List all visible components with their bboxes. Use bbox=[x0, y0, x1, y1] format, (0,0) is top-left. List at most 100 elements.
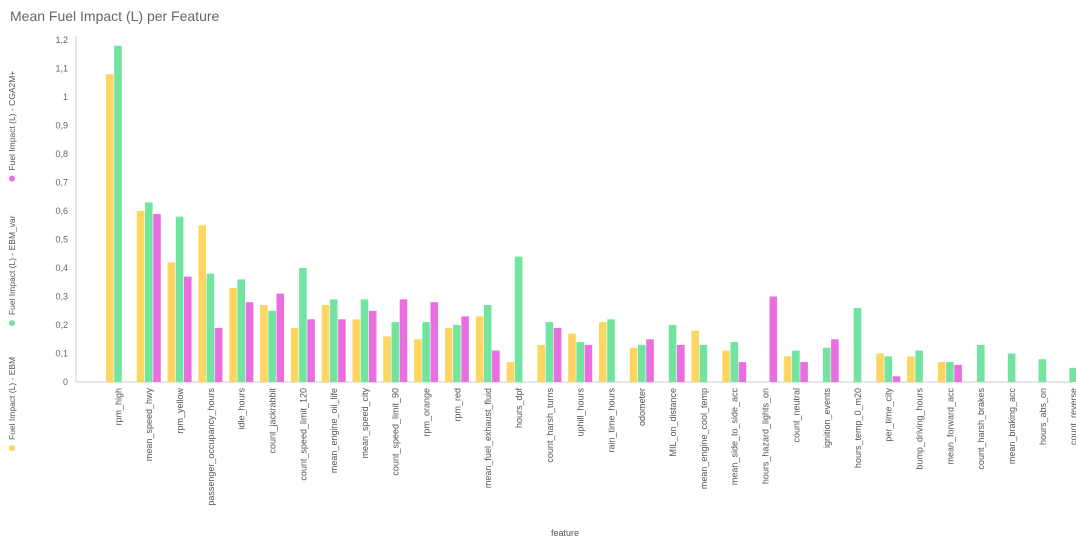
x-tick-label: hours_temp_0_m20 bbox=[853, 388, 863, 468]
bar-ebm-var[interactable] bbox=[268, 310, 276, 383]
bar-ebm-var[interactable] bbox=[638, 344, 646, 382]
bar-ebm[interactable] bbox=[321, 305, 330, 382]
bar-cga2m-[interactable] bbox=[800, 362, 808, 382]
bar-cga2m-[interactable] bbox=[399, 299, 408, 382]
bar-ebm-var[interactable] bbox=[946, 362, 954, 382]
bar-cga2m-[interactable] bbox=[892, 376, 901, 382]
bar-cga2m-[interactable] bbox=[584, 344, 593, 382]
bar-ebm-var[interactable] bbox=[545, 322, 554, 382]
bar-ebm-var[interactable] bbox=[483, 305, 492, 382]
x-tick-label: mean_forward_acc bbox=[945, 388, 955, 465]
bar-ebm[interactable] bbox=[198, 225, 206, 383]
bar-cga2m-[interactable] bbox=[153, 213, 161, 382]
legend-item[interactable]: Fuel Impact (L) - EBM_var bbox=[7, 215, 17, 327]
bar-ebm-var[interactable] bbox=[730, 342, 739, 382]
bar-ebm[interactable] bbox=[444, 327, 453, 382]
bar-ebm-var[interactable] bbox=[977, 344, 985, 382]
bar-ebm-var[interactable] bbox=[792, 350, 800, 382]
bar-ebm-var[interactable] bbox=[1007, 353, 1016, 383]
y-tick-label: 0,1 bbox=[55, 349, 68, 359]
bar-ebm-var[interactable] bbox=[822, 347, 831, 382]
bar-ebm[interactable] bbox=[290, 327, 299, 382]
bar-ebm-var[interactable] bbox=[237, 279, 245, 382]
x-tick-label: mean_braking_acc bbox=[1007, 388, 1017, 465]
bar-ebm-var[interactable] bbox=[391, 322, 400, 382]
bar-cga2m-[interactable] bbox=[461, 316, 469, 382]
x-tick-label: count_neutral bbox=[791, 388, 801, 443]
bar-cga2m-[interactable] bbox=[954, 364, 962, 382]
legend-label: Fuel Impact (L) - EBM_var bbox=[7, 215, 17, 315]
legend-item[interactable]: Fuel Impact (L) - CGA2M+ bbox=[7, 71, 17, 182]
x-tick-label: mean_speed_hwy bbox=[144, 388, 154, 462]
y-tick-label: 0,5 bbox=[55, 235, 68, 245]
chart-title: Mean Fuel Impact (L) per Feature bbox=[10, 8, 220, 24]
bar-ebm[interactable] bbox=[691, 330, 699, 382]
bar-cga2m-[interactable] bbox=[368, 310, 377, 383]
x-tick-label: mean_speed_city bbox=[360, 388, 370, 459]
bar-ebm-var[interactable] bbox=[884, 356, 893, 382]
x-tick-label: rpm_orange bbox=[422, 388, 432, 437]
bar-ebm[interactable] bbox=[383, 336, 391, 382]
bar-cga2m-[interactable] bbox=[492, 350, 500, 382]
bar-cga2m-[interactable] bbox=[338, 319, 346, 382]
legend-swatch bbox=[9, 320, 15, 327]
bar-ebm-var[interactable] bbox=[668, 325, 677, 382]
bar-ebm[interactable] bbox=[475, 316, 484, 382]
bar-ebm[interactable] bbox=[937, 362, 946, 382]
bar-ebm[interactable] bbox=[722, 350, 730, 382]
bar-ebm[interactable] bbox=[537, 344, 545, 382]
bar-ebm[interactable] bbox=[907, 356, 915, 382]
bar-ebm-var[interactable] bbox=[699, 344, 708, 382]
y-tick-label: 0,8 bbox=[55, 149, 68, 159]
bar-ebm-var[interactable] bbox=[576, 342, 584, 382]
bar-ebm-var[interactable] bbox=[175, 216, 184, 382]
bar-cga2m-[interactable] bbox=[214, 327, 223, 382]
bar-cga2m-[interactable] bbox=[430, 302, 439, 382]
bar-ebm[interactable] bbox=[506, 362, 515, 382]
bar-ebm-var[interactable] bbox=[299, 268, 307, 382]
bar-cga2m-[interactable] bbox=[738, 362, 747, 382]
bar-ebm-var[interactable] bbox=[329, 299, 338, 382]
x-tick-label: count_harsh_brakes bbox=[976, 388, 986, 470]
legend-item[interactable]: Fuel Impact (L) - EBM bbox=[7, 357, 17, 451]
bar-ebm-var[interactable] bbox=[114, 45, 122, 382]
bar-ebm[interactable] bbox=[260, 305, 268, 382]
bar-ebm[interactable] bbox=[229, 287, 237, 382]
bar-ebm[interactable] bbox=[136, 211, 145, 382]
bar-cga2m-[interactable] bbox=[646, 339, 654, 383]
bar-cga2m-[interactable] bbox=[245, 302, 254, 382]
bar-cga2m-[interactable] bbox=[831, 339, 839, 383]
bar-ebm[interactable] bbox=[414, 339, 422, 383]
bar-ebm[interactable] bbox=[106, 74, 114, 382]
bar-ebm-var[interactable] bbox=[607, 319, 615, 382]
legend-label: Fuel Impact (L) - CGA2M+ bbox=[7, 71, 17, 171]
x-tick-label: per_time_city bbox=[884, 388, 894, 442]
bar-ebm-var[interactable] bbox=[360, 299, 369, 382]
x-tick-label: idle_hours bbox=[237, 388, 247, 430]
bar-ebm[interactable] bbox=[629, 347, 638, 382]
bar-cga2m-[interactable] bbox=[553, 327, 562, 382]
x-tick-label: rpm_high bbox=[113, 388, 123, 426]
bar-ebm[interactable] bbox=[568, 333, 576, 382]
bar-cga2m-[interactable] bbox=[677, 344, 685, 382]
bar-cga2m-[interactable] bbox=[769, 296, 778, 383]
bar-ebm-var[interactable] bbox=[453, 325, 461, 382]
bar-ebm-var[interactable] bbox=[145, 202, 153, 382]
bar-cga2m-[interactable] bbox=[276, 293, 285, 382]
bar-ebm[interactable] bbox=[783, 356, 792, 382]
bar-ebm-var[interactable] bbox=[915, 350, 923, 382]
bar-ebm[interactable] bbox=[167, 262, 176, 382]
bar-ebm-var[interactable] bbox=[1038, 359, 1047, 382]
bar-ebm[interactable] bbox=[876, 353, 884, 383]
bar-ebm-var[interactable] bbox=[514, 256, 523, 382]
bar-cga2m-[interactable] bbox=[184, 276, 192, 382]
bar-cga2m-[interactable] bbox=[307, 319, 315, 382]
bar-ebm[interactable] bbox=[352, 319, 361, 382]
bar-ebm-var[interactable] bbox=[853, 307, 862, 382]
bar-ebm-var[interactable] bbox=[1069, 367, 1076, 383]
bar-ebm[interactable] bbox=[599, 322, 607, 382]
bar-ebm-var[interactable] bbox=[422, 322, 430, 382]
x-tick-label: count_speed_limit_120 bbox=[298, 388, 308, 481]
bar-ebm-var[interactable] bbox=[206, 273, 215, 382]
